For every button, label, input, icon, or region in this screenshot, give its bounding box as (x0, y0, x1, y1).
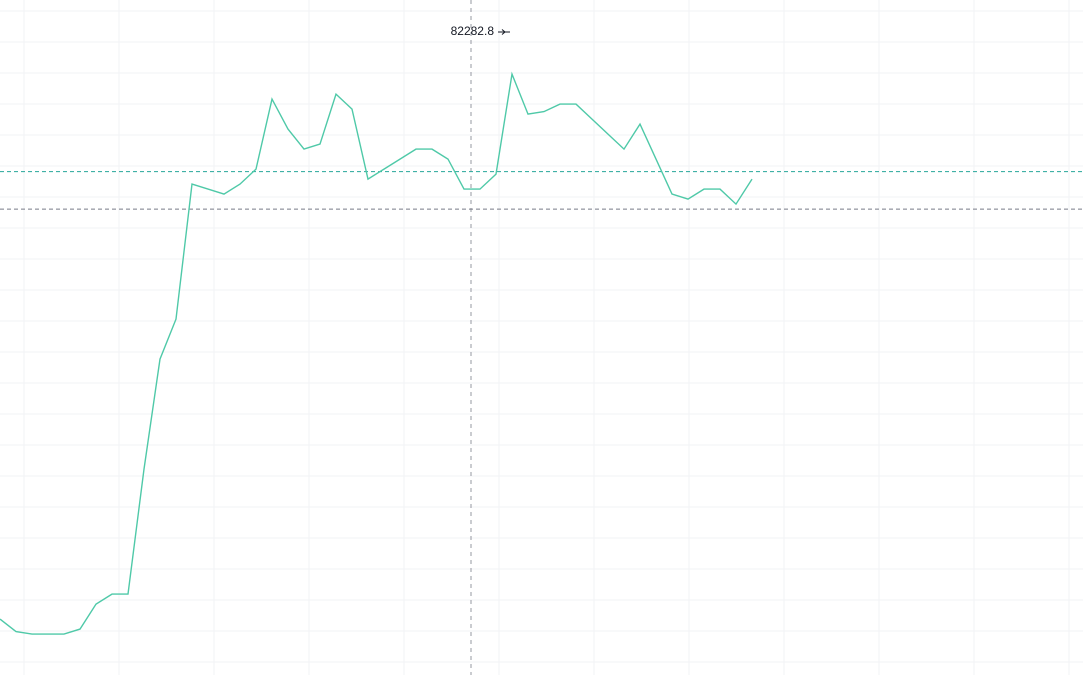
plot: 82282.8 (0, 24, 1083, 635)
max-arrow (498, 29, 506, 35)
max-label: 82282.8 (451, 24, 495, 38)
price-line (0, 71, 753, 635)
